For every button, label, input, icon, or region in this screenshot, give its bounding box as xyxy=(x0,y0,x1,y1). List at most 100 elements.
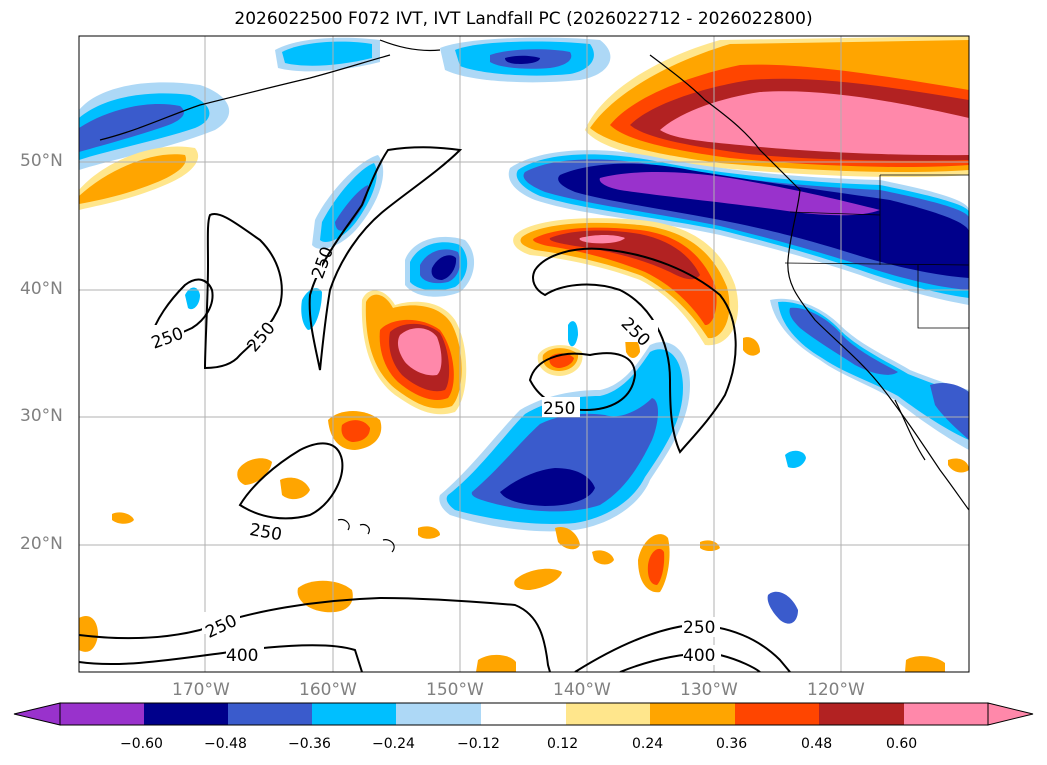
lon-label: 150°W xyxy=(426,680,484,700)
contour-label-bg xyxy=(300,250,322,278)
colorbar-seg xyxy=(144,703,228,725)
colorbar-tick: −0.36 xyxy=(288,736,331,752)
neg-east-lower xyxy=(930,382,969,440)
contour-label-bg xyxy=(148,325,184,345)
neg-coast-mid xyxy=(789,307,898,375)
colorbar-seg xyxy=(735,703,819,725)
neg-blob-a-light xyxy=(320,163,377,242)
pos-south-7 xyxy=(555,526,580,550)
colorbar-tick: −0.60 xyxy=(120,736,163,752)
baja-coast xyxy=(894,399,926,461)
pos-mid-blob-2b xyxy=(341,420,370,442)
colorbar-seg xyxy=(312,703,396,725)
pos-mid-blob-6 xyxy=(418,526,440,539)
colorbar-seg xyxy=(819,703,904,725)
neg-blob-c xyxy=(301,288,322,330)
pos-region-ne-strong xyxy=(660,91,969,156)
colorbar xyxy=(13,702,1034,726)
lon-label: 130°W xyxy=(680,680,738,700)
aleutian-coast xyxy=(99,54,391,141)
pos-mid-blob-7 xyxy=(625,337,640,358)
contour-label: 400 xyxy=(226,646,258,666)
contour-250-f xyxy=(238,442,344,520)
bc-coast xyxy=(649,54,801,191)
contour-label-bg xyxy=(226,645,264,665)
colorbar-tick: −0.24 xyxy=(372,736,415,752)
lat-label: 40°N xyxy=(20,279,63,299)
lat-label: 20°N xyxy=(20,534,63,554)
colorbar-tick: 0.24 xyxy=(632,736,664,752)
pos-mid-strong xyxy=(579,235,625,244)
contour-250-a xyxy=(308,146,463,371)
pos-south-1-mid xyxy=(647,548,665,585)
contour-label: 250 xyxy=(683,618,715,638)
neg-blob-d xyxy=(185,287,200,310)
pos-mid-blob-4 xyxy=(280,477,310,500)
colorbar-seg xyxy=(650,703,735,725)
contour-label: 250 xyxy=(543,399,575,419)
filled-contours xyxy=(79,36,969,672)
lat-label: 50°N xyxy=(20,151,63,171)
colorbar-seg xyxy=(481,703,566,725)
contour-label-bg xyxy=(542,397,580,417)
colorbar-seg xyxy=(396,703,481,725)
contour-label-bg xyxy=(622,320,658,342)
neg-small-2 xyxy=(767,591,798,624)
map-title: 2026022500 F072 IVT, IVT Landfall PC (20… xyxy=(234,9,813,29)
colorbar-min-extend xyxy=(13,702,61,726)
neg-south-dark xyxy=(500,468,595,506)
colorbar-tick: 0.12 xyxy=(547,736,579,752)
alaska-coast xyxy=(379,39,441,52)
colorbar-seg xyxy=(228,703,312,725)
neg-region-top-light xyxy=(282,41,372,66)
colorbar-seg xyxy=(60,703,144,725)
neg-region-top2-dark xyxy=(505,55,540,64)
coastlines xyxy=(99,39,969,553)
pos-south-5 xyxy=(476,654,516,672)
contour-label-bg xyxy=(202,612,240,634)
colorbar-tick: 0.48 xyxy=(801,736,833,752)
pos-mid-blob-3 xyxy=(237,458,272,485)
state-borders xyxy=(784,174,969,329)
colorbar-tick: −0.48 xyxy=(204,736,247,752)
colorbar-seg xyxy=(904,703,988,725)
contour-label: 400 xyxy=(683,646,715,666)
hawaii-coast xyxy=(337,519,395,553)
colorbar-tick: 0.36 xyxy=(716,736,748,752)
contour-label-bg xyxy=(683,645,721,665)
lon-label: 120°W xyxy=(807,680,865,700)
contour-250-d xyxy=(532,247,737,454)
colorbar-max-extend xyxy=(987,702,1034,726)
pos-south-4 xyxy=(79,615,98,652)
contour-label-bg xyxy=(240,322,272,344)
contour-250-g xyxy=(79,596,551,672)
pos-south-6 xyxy=(905,656,945,672)
lon-label: 160°W xyxy=(299,680,357,700)
neg-blob-a-mid xyxy=(335,185,369,231)
pos-east-lower xyxy=(948,458,969,473)
pos-blob-main-strong xyxy=(397,328,442,376)
colorbar-tick: 0.60 xyxy=(886,736,918,752)
lon-label: 140°W xyxy=(553,680,611,700)
west-coast-us xyxy=(787,189,969,511)
pos-region-nw-light xyxy=(79,154,186,204)
pos-mid-blob-5 xyxy=(112,512,134,524)
neg-small-1 xyxy=(785,450,806,468)
pos-south-2 xyxy=(514,568,562,590)
neg-region-nw-mid xyxy=(79,104,184,152)
contour-labels: 250 250 250 250 250 250 250 250 400 400 xyxy=(148,244,721,666)
neg-south-strip xyxy=(568,321,578,347)
contour-label-bg xyxy=(250,522,288,542)
neg-blob-b-dark xyxy=(431,255,457,280)
pos-mid-blob-8 xyxy=(743,337,760,356)
contour-label-bg xyxy=(682,617,720,637)
contour-250-b xyxy=(203,213,283,370)
pos-south-8 xyxy=(592,550,614,565)
colorbar-tick: −0.12 xyxy=(457,736,500,752)
pos-south-9 xyxy=(700,540,720,551)
lon-label: 170°W xyxy=(172,680,230,700)
colorbar-frame xyxy=(59,702,989,726)
lat-label: 30°N xyxy=(20,406,63,426)
plot-frame xyxy=(78,35,970,673)
